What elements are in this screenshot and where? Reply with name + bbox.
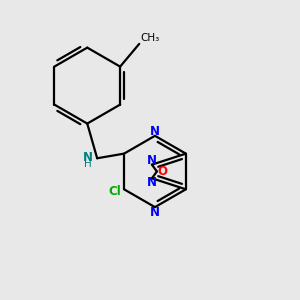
Text: O: O [158,165,168,178]
Text: CH₃: CH₃ [140,33,159,43]
Text: Cl: Cl [108,185,121,198]
Text: H: H [84,159,92,169]
Text: N: N [150,125,160,138]
Text: N: N [150,206,160,219]
Text: N: N [147,176,157,189]
Text: N: N [147,154,157,167]
Text: N: N [83,151,93,164]
